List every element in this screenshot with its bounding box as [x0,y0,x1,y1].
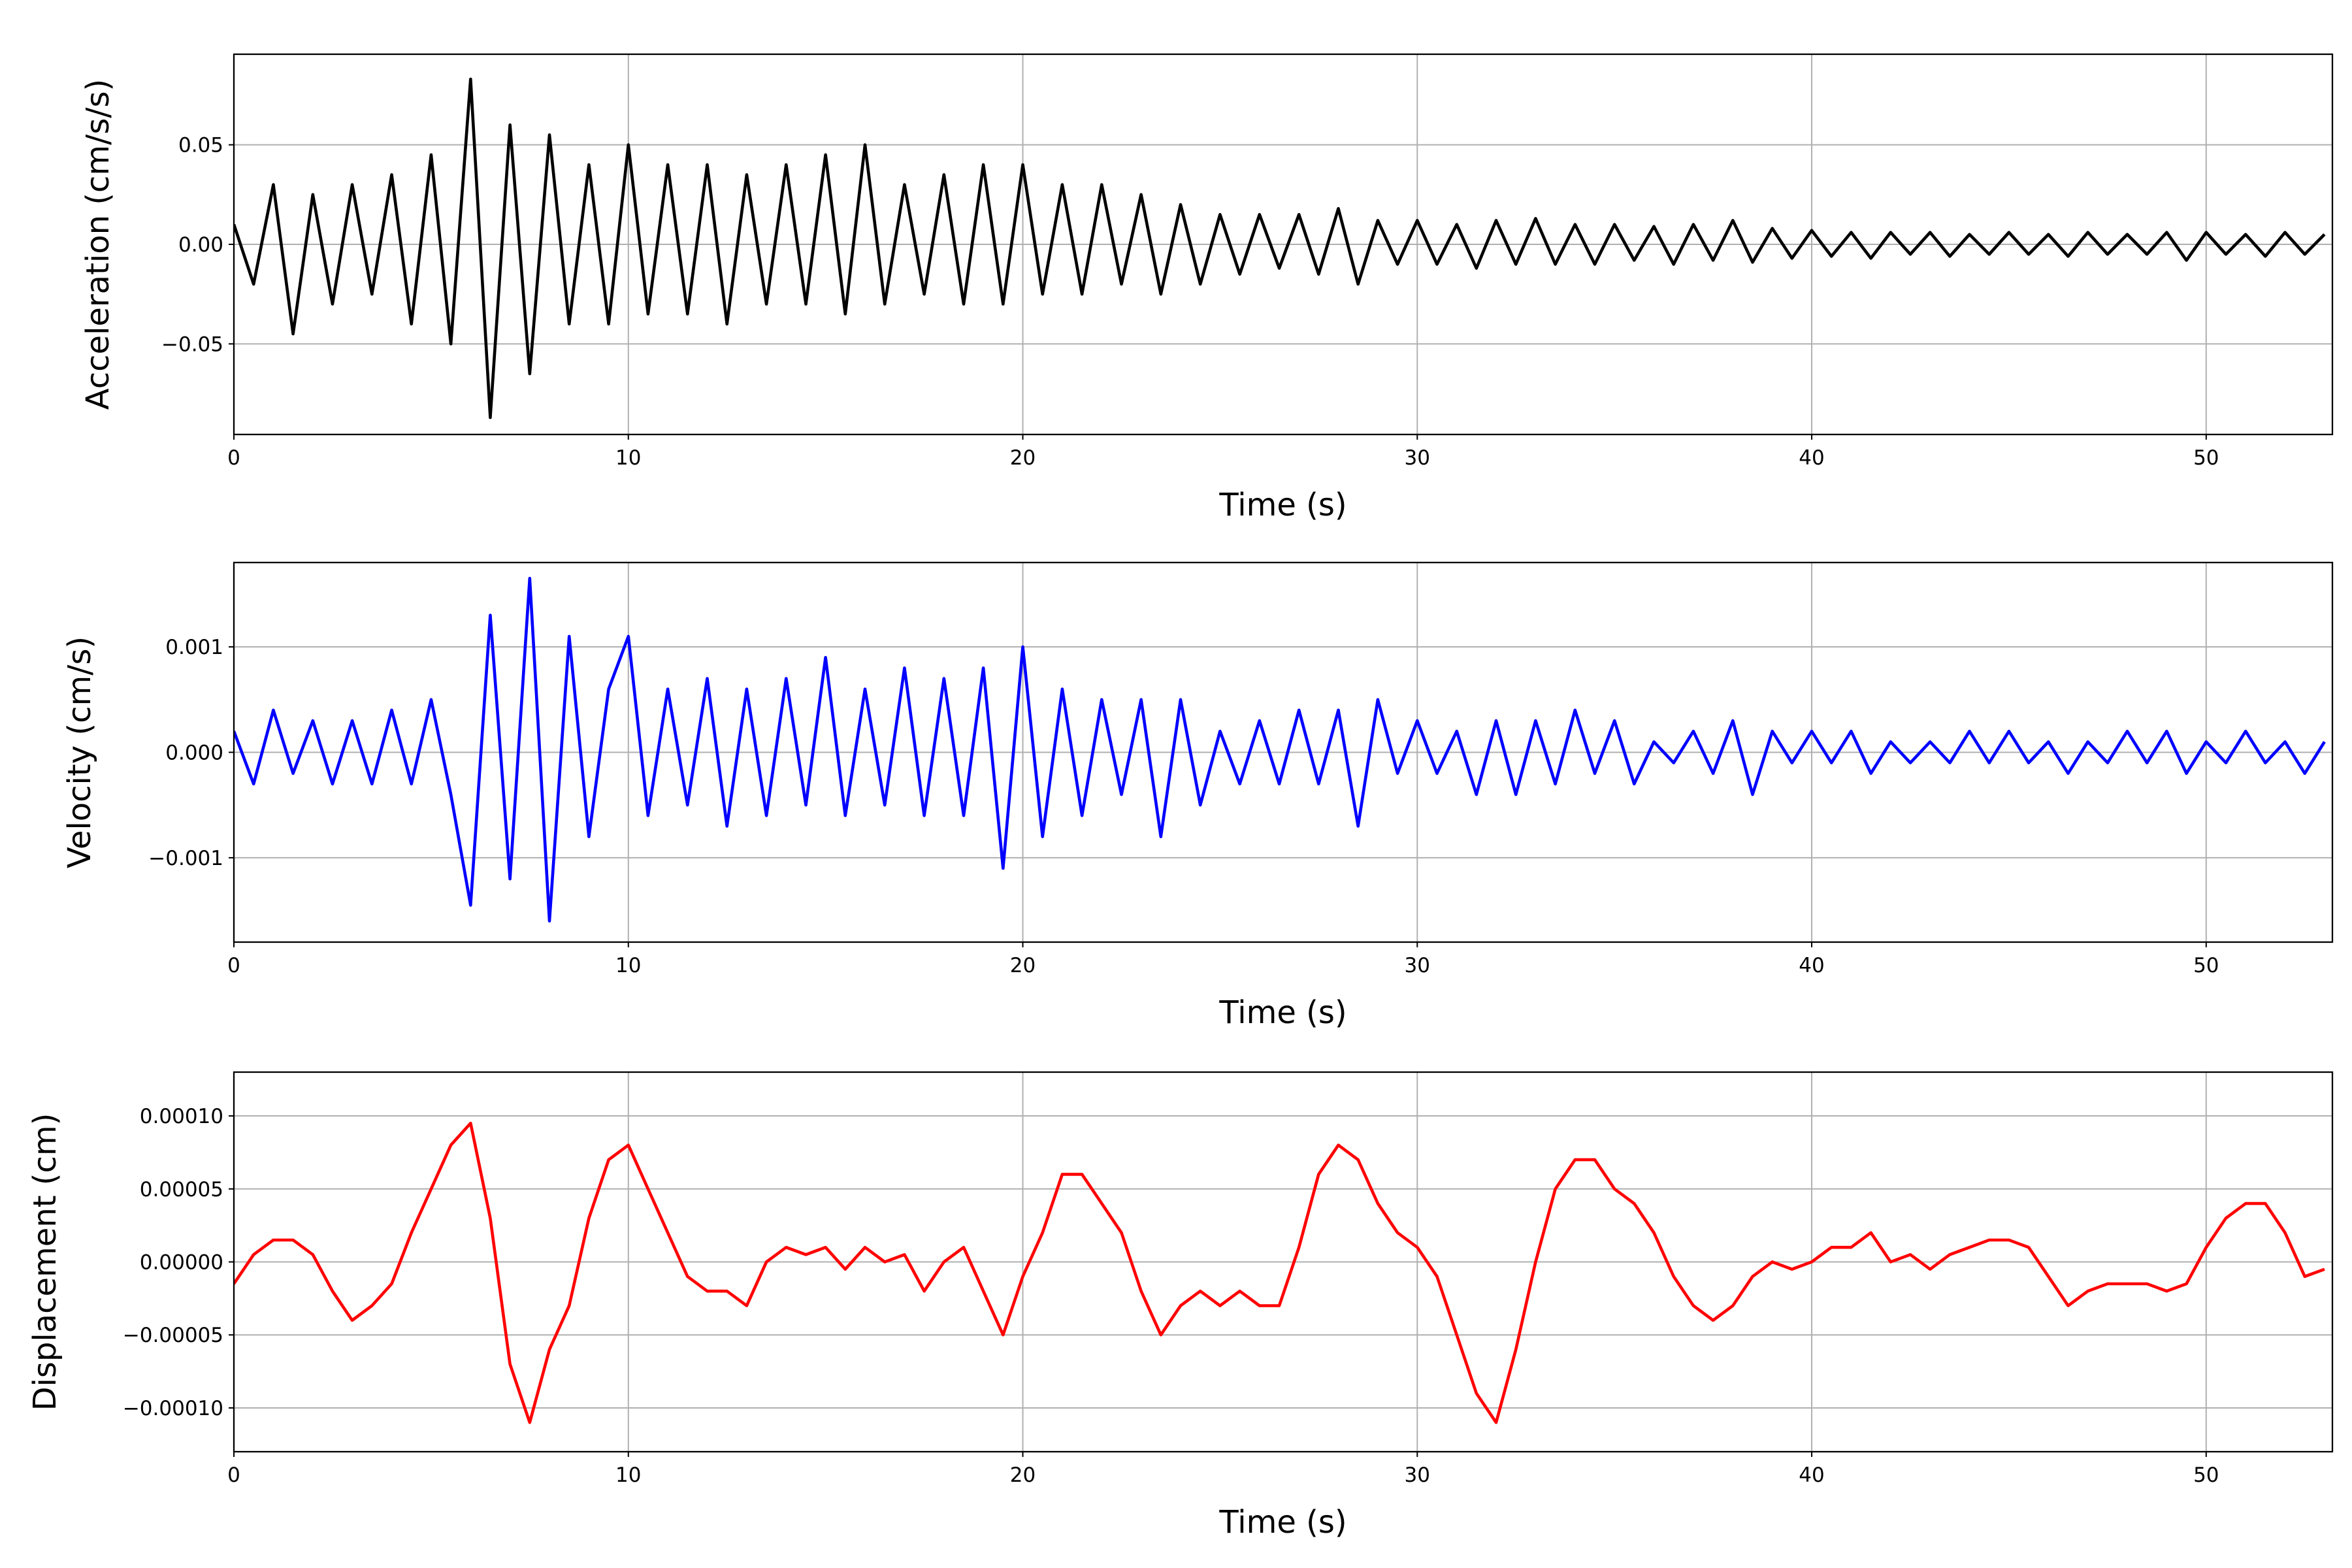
subplot: 0 10 20 30 40 50 −0.001 0.000 0.001 Time (s) Veloc… [61,561,2334,1031]
y-axis-label: Velocity (cm/s) [61,636,98,868]
x-tick-label: 30 [1405,954,1430,977]
y-tick-label: −0.05 [161,333,223,356]
axes-frame [233,1071,2334,1453]
x-tick-label: 0 [227,1463,240,1487]
data-line [234,77,2326,419]
x-tick-label: 30 [1405,446,1430,470]
x-tick-label: 20 [1010,954,1036,977]
x-axis-label: Time (s) [1218,1504,1347,1541]
x-tick-label: 10 [615,1463,641,1487]
x-axis-label: Time (s) [1218,487,1347,523]
y-tick-label: −0.001 [148,847,223,870]
y-tick-label: 0.00010 [140,1105,223,1128]
x-tick-label: 20 [1010,1463,1036,1487]
plot-area [234,1121,2325,1424]
y-tick-label: 0.000 [165,742,223,765]
axes-frame [233,561,2334,943]
x-tick-label: 0 [227,446,240,470]
y-axis-label: Displacement (cm) [27,1113,63,1411]
y-tick-label: 0.05 [178,134,223,157]
x-tick-label: 20 [1010,446,1036,470]
y-axis-label: Acceleration (cm/s/s) [80,79,116,410]
x-tick-label: 10 [615,954,641,977]
x-tick-label: 50 [2193,1463,2219,1487]
y-tick-label: 0.00005 [140,1178,223,1201]
plot-area [234,77,2326,419]
x-tick-label: 40 [1799,954,1824,977]
y-tick-label: −0.00010 [123,1397,223,1420]
x-tick-label: 40 [1799,1463,1824,1487]
x-tick-label: 40 [1799,446,1824,470]
x-tick-label: 50 [2193,446,2219,470]
x-tick-label: 0 [227,954,240,977]
y-tick-label: 0.00000 [140,1251,223,1275]
y-tick-label: 0.001 [165,636,223,659]
y-tick-label: −0.00005 [123,1324,223,1347]
x-tick-label: 30 [1405,1463,1430,1487]
x-tick-label: 50 [2193,954,2219,977]
subplot: 0 10 20 30 40 50 −0.05 0.00 0.05 Time (s) Accelera… [80,53,2334,523]
data-line [234,576,2326,923]
x-tick-label: 10 [615,446,641,470]
plot-area [234,576,2326,923]
data-line [234,1121,2325,1424]
axes-frame [233,53,2334,436]
subplot: 0 10 20 30 40 50 −0.00010 −0.00005 0.00000 0.0000… [27,1071,2334,1541]
y-tick-label: 0.00 [178,233,223,257]
x-axis-label: Time (s) [1218,994,1347,1031]
